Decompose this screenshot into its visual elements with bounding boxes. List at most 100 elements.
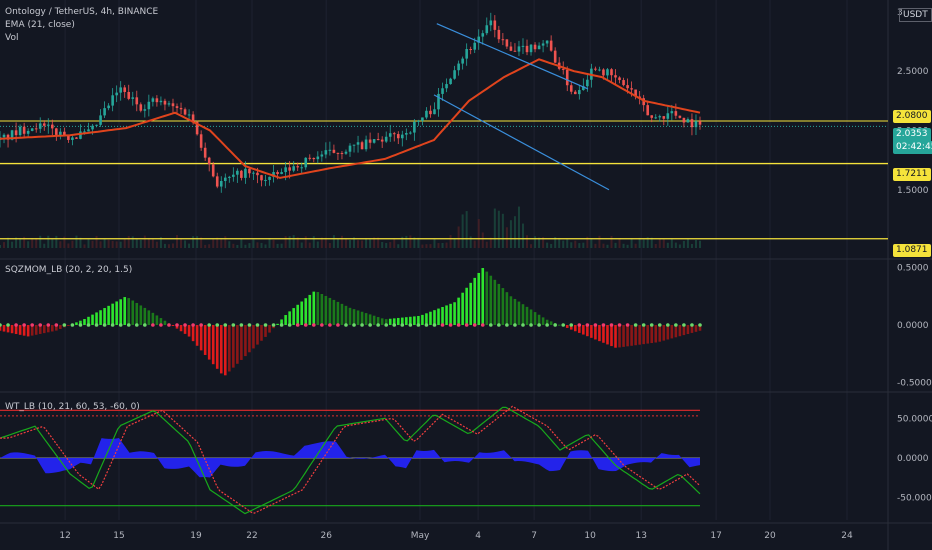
- squeeze-dot: [46, 323, 51, 327]
- candle-body: [541, 43, 545, 46]
- momentum-bar: [630, 325, 633, 346]
- momentum-bar: [195, 325, 199, 346]
- momentum-bar: [626, 325, 629, 347]
- candle-body: [352, 144, 356, 146]
- volume-bar: [626, 244, 629, 248]
- candle-body: [340, 153, 344, 155]
- squeeze-dot: [14, 323, 18, 327]
- momentum-bar: [119, 299, 122, 325]
- momentum-bar: [236, 325, 239, 364]
- momentum-bar: [376, 317, 380, 325]
- candle-body: [83, 131, 86, 133]
- candle-body: [489, 20, 493, 26]
- volume-bar: [377, 237, 380, 248]
- ema-legend[interactable]: EMA (21, close): [5, 20, 75, 30]
- volume-bar: [163, 243, 166, 248]
- wt-legend[interactable]: WT_LB (10, 21, 60, 53, -60, 0): [5, 402, 140, 412]
- squeeze-dot: [271, 323, 276, 327]
- squeeze-dot: [505, 323, 509, 327]
- candle-body: [143, 109, 147, 111]
- volume-bar: [43, 243, 46, 248]
- time-axis-tick: 19: [190, 531, 202, 541]
- volume-bar: [308, 242, 311, 248]
- squeeze-dot: [207, 323, 211, 327]
- volume-bar: [63, 236, 66, 248]
- symbol-title[interactable]: Ontology / TetherUS, 4h, BINANCE: [5, 7, 159, 17]
- squeeze-dot: [561, 323, 566, 327]
- candle-body: [139, 104, 143, 111]
- momentum-bar: [405, 317, 408, 325]
- squeeze-dot: [489, 323, 493, 327]
- momentum-bar: [634, 325, 637, 346]
- squeeze-dot: [569, 323, 574, 327]
- wt-diff-area: [0, 438, 700, 478]
- candle-body: [99, 115, 102, 125]
- volume-bar: [509, 220, 512, 248]
- momentum-bar: [83, 319, 86, 325]
- candle-body: [630, 88, 633, 90]
- squeeze-dot: [497, 323, 501, 327]
- momentum-bar: [2, 325, 6, 332]
- candle-countdown: 02:42:45: [893, 141, 932, 154]
- currency-button[interactable]: USDT: [899, 8, 932, 22]
- candle-body: [505, 39, 509, 47]
- candle-body: [260, 175, 263, 181]
- momentum-bar: [155, 315, 159, 325]
- squeeze-dot: [336, 323, 340, 327]
- squeeze-dot: [657, 323, 662, 327]
- squeeze-dot: [360, 323, 364, 327]
- squeeze-dot: [62, 323, 67, 327]
- momentum-bar: [598, 325, 601, 342]
- volume-bar: [554, 236, 557, 248]
- candle-body: [248, 168, 251, 174]
- momentum-bar: [622, 325, 625, 347]
- candle-body: [280, 172, 283, 175]
- volume-bar: [598, 235, 601, 248]
- time-axis-tick: 24: [841, 531, 853, 541]
- candle-body: [159, 100, 163, 103]
- candle-body: [509, 46, 513, 51]
- squeeze-dot: [30, 323, 34, 327]
- sqzmom-legend[interactable]: SQZMOM_LB (20, 2, 20, 1.5): [5, 265, 133, 275]
- time-axis-tick: 15: [113, 531, 124, 541]
- momentum-bar: [320, 293, 324, 325]
- momentum-bar: [336, 301, 340, 325]
- momentum-bar: [384, 319, 388, 325]
- candle-body: [360, 142, 364, 150]
- candle-body: [594, 68, 597, 70]
- squeeze-dot: [424, 323, 429, 327]
- volume-bar: [143, 235, 146, 248]
- candle-body: [610, 69, 613, 76]
- squeeze-dot: [159, 323, 163, 327]
- volume-bar: [208, 244, 211, 248]
- momentum-bar: [380, 318, 384, 325]
- volume-bar: [457, 226, 460, 248]
- volume-bar: [654, 243, 657, 248]
- momentum-bar: [372, 315, 376, 325]
- time-axis-tick: 4: [475, 531, 481, 541]
- candle-body: [384, 136, 388, 142]
- candle-body: [167, 103, 171, 105]
- volume-bar: [686, 238, 689, 248]
- candle-body: [376, 139, 380, 141]
- momentum-bar: [481, 268, 485, 325]
- momentum-bar: [199, 325, 203, 351]
- candle-body: [332, 149, 336, 153]
- volume-bar: [361, 240, 364, 248]
- volume-bar: [385, 242, 388, 248]
- channel-lower-line: [433, 94, 610, 191]
- time-axis-tick: 10: [584, 531, 596, 541]
- candle-body: [336, 152, 340, 154]
- volume-bar: [344, 238, 347, 248]
- momentum-bar: [417, 315, 420, 325]
- candle-body: [622, 80, 625, 86]
- volume-bar: [582, 242, 585, 248]
- momentum-bar: [6, 325, 10, 333]
- momentum-bar: [87, 316, 90, 325]
- ema-line: [0, 58, 701, 179]
- volume-legend[interactable]: Vol: [5, 33, 19, 43]
- squeeze-dot: [110, 323, 115, 327]
- momentum-bar: [469, 282, 472, 325]
- candle-body: [232, 174, 235, 177]
